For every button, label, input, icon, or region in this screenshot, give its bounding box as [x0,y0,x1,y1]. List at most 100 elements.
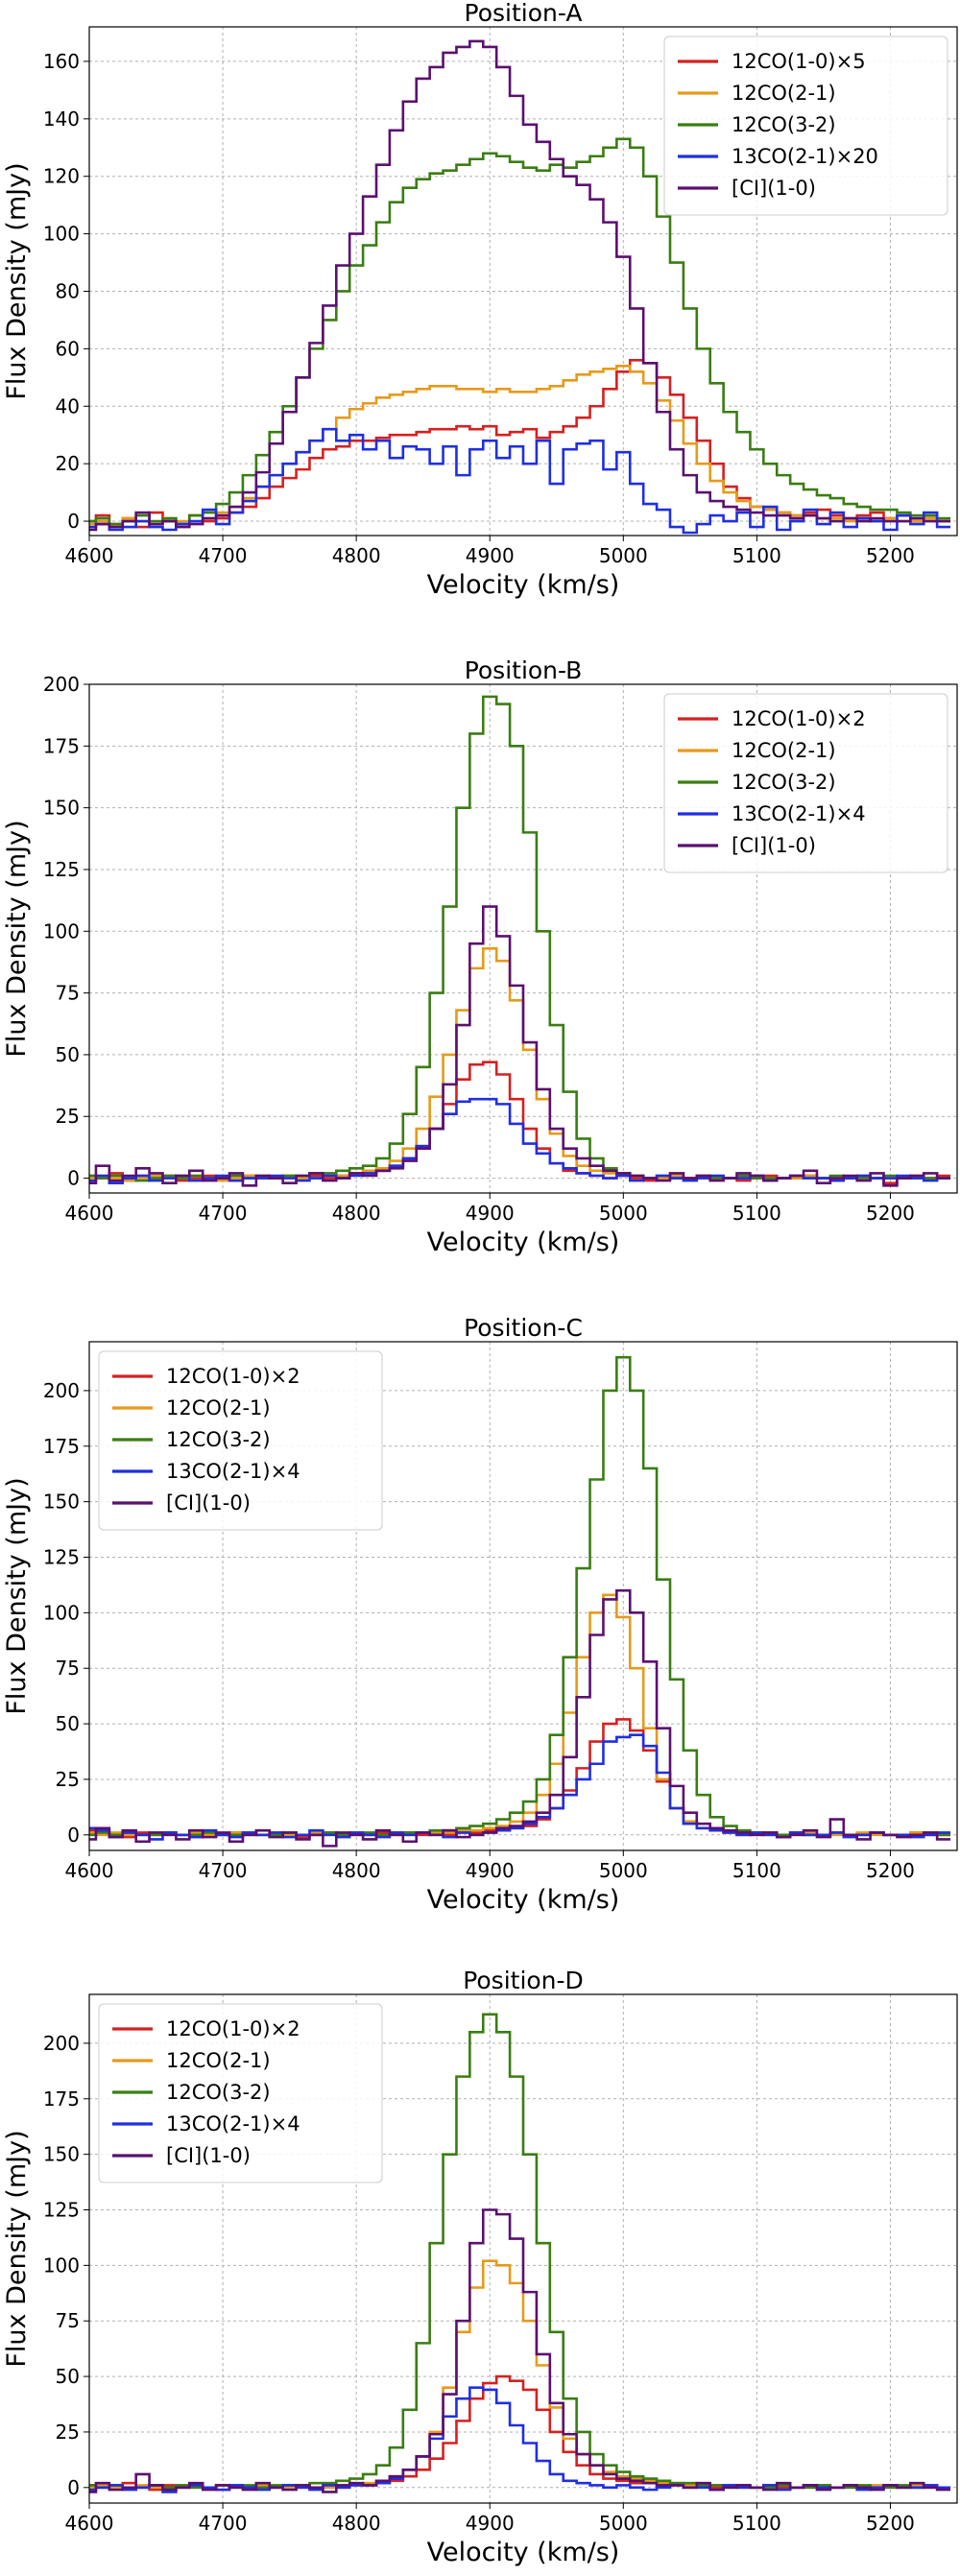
legend-entry: [CI](1-0) [732,177,816,200]
series-line [89,359,951,529]
y-tick-label: 175 [43,734,80,757]
x-tick-label: 5100 [732,1859,781,1882]
legend-entry: 12CO(3-2) [166,1428,271,1451]
y-tick-label: 120 [43,165,80,188]
series-line [89,1718,951,1839]
y-tick-label: 100 [43,223,80,246]
y-tick-label: 175 [43,2087,80,2111]
legend-entry: 12CO(1-0)×2 [166,2017,300,2040]
y-tick-label: 160 [43,50,80,73]
legend-entry: 12CO(3-2) [732,771,836,794]
series-line [89,137,951,526]
chart-panel-1: 4600 4700 4800 4900 5000 5100 5200 0 20 40 60 80 100… [2,0,958,600]
y-tick-label: 100 [43,2254,80,2277]
series-line [89,1733,951,1841]
legend-entry: 12CO(2-1) [732,739,836,762]
legend-entry: 13CO(2-1)×4 [166,1460,300,1483]
y-tick-label: 125 [43,858,80,881]
chart-title: Position-C [464,1314,583,1342]
y-tick-label: 100 [43,919,80,942]
y-tick-label: 125 [43,2198,80,2221]
plot-frame [88,1993,958,2504]
y-tick-label: 75 [56,2309,80,2332]
x-tick-label: 5200 [866,2512,915,2535]
y-tick-label: 150 [43,2143,80,2166]
series-line [89,905,951,1187]
y-tick-label: 150 [43,1491,80,1514]
legend-entry: 12CO(2-1) [732,82,836,105]
x-tick-label: 4900 [466,1202,515,1225]
x-tick-label: 4900 [466,2512,515,2535]
y-tick-label: 200 [43,1379,80,1402]
x-tick-label: 4600 [65,544,114,567]
x-tick-label: 4700 [199,2512,248,2535]
legend: 12CO(1-0)×2 12CO(2-1) 12CO(3-2) 13CO(2-1)×4… [98,2003,383,2183]
legend-entry: 13CO(2-1)×4 [166,2112,300,2135]
series-line [89,2259,951,2490]
series-line [89,1593,951,1837]
x-tick-label: 4700 [199,1859,248,1882]
x-tick-label: 5100 [732,2512,781,2535]
legend-entry: [CI](1-0) [732,834,816,857]
x-axis-label: Velocity (km/s) [427,570,620,600]
y-tick-label: 200 [43,673,80,696]
legend-entry: 12CO(1-0)×5 [732,50,866,73]
y-tick-label: 50 [56,1712,80,1735]
x-tick-label: 4900 [466,1859,515,1882]
y-axis-label: Flux Density (mJy) [2,162,32,399]
y-tick-label: 80 [56,279,80,302]
legend-entry: 12CO(1-0)×2 [166,1365,300,1388]
legend-box [98,1350,383,1531]
legend: 12CO(1-0)×5 12CO(2-1) 12CO(3-2) 13CO(2-1)×2… [663,36,948,216]
legend-entry: 12CO(3-2) [166,2081,271,2104]
series-line [89,946,951,1182]
y-axis-label: Flux Density (mJy) [2,2130,32,2367]
legend-entry: 13CO(2-1)×4 [732,802,866,825]
legend-entry: 12CO(1-0)×2 [732,707,866,730]
y-tick-label: 40 [56,394,80,417]
x-axis-label: Velocity (km/s) [427,1885,620,1915]
y-tick-label: 25 [56,1768,80,1791]
x-tick-label: 4800 [332,1202,381,1225]
chart-title: Position-A [465,0,583,27]
legend-entry: 12CO(2-1) [166,1396,271,1419]
series-line [89,39,951,532]
legend-box [663,36,948,216]
x-tick-label: 4600 [65,2512,114,2535]
x-tick-label: 4800 [332,544,381,567]
series-line [89,2374,951,2492]
legend-entry: 12CO(2-1) [166,2049,271,2072]
y-tick-label: 175 [43,1435,80,1458]
chart-panel-3: 4600 4700 4800 4900 5000 5100 5200 0 25 50 75 100 12… [2,1314,958,1915]
y-tick-label: 25 [56,1105,80,1128]
x-tick-label: 5100 [732,1202,781,1225]
y-tick-label: 20 [56,452,80,475]
x-tick-label: 5000 [599,544,648,567]
y-tick-label: 0 [67,1167,80,1190]
y-axis-label: Flux Density (mJy) [2,1477,32,1714]
x-tick-label: 4900 [466,544,515,567]
x-tick-label: 5100 [732,544,781,567]
x-tick-label: 5200 [866,1859,915,1882]
x-tick-label: 5000 [599,2512,648,2535]
x-axis-label: Velocity (km/s) [427,2538,620,2567]
plot-frame [88,26,958,537]
x-tick-label: 4800 [332,1859,381,1882]
series-line [89,365,951,529]
y-tick-label: 0 [67,2476,80,2499]
x-tick-label: 5200 [866,1202,915,1225]
legend-entry: [CI](1-0) [166,2144,251,2167]
y-tick-label: 0 [67,510,80,533]
legend: 12CO(1-0)×2 12CO(2-1) 12CO(3-2) 13CO(2-1)×4… [663,693,948,873]
plot-frame [88,683,958,1194]
x-tick-label: 5200 [866,544,915,567]
y-tick-label: 100 [43,1601,80,1624]
legend: 12CO(1-0)×2 12CO(2-1) 12CO(3-2) 13CO(2-1)×4… [98,1350,383,1531]
x-tick-label: 4600 [65,1202,114,1225]
x-tick-label: 4800 [332,2512,381,2535]
legend-entry: 12CO(3-2) [732,113,836,136]
y-tick-label: 125 [43,1545,80,1568]
plot-frame [88,1341,958,1851]
